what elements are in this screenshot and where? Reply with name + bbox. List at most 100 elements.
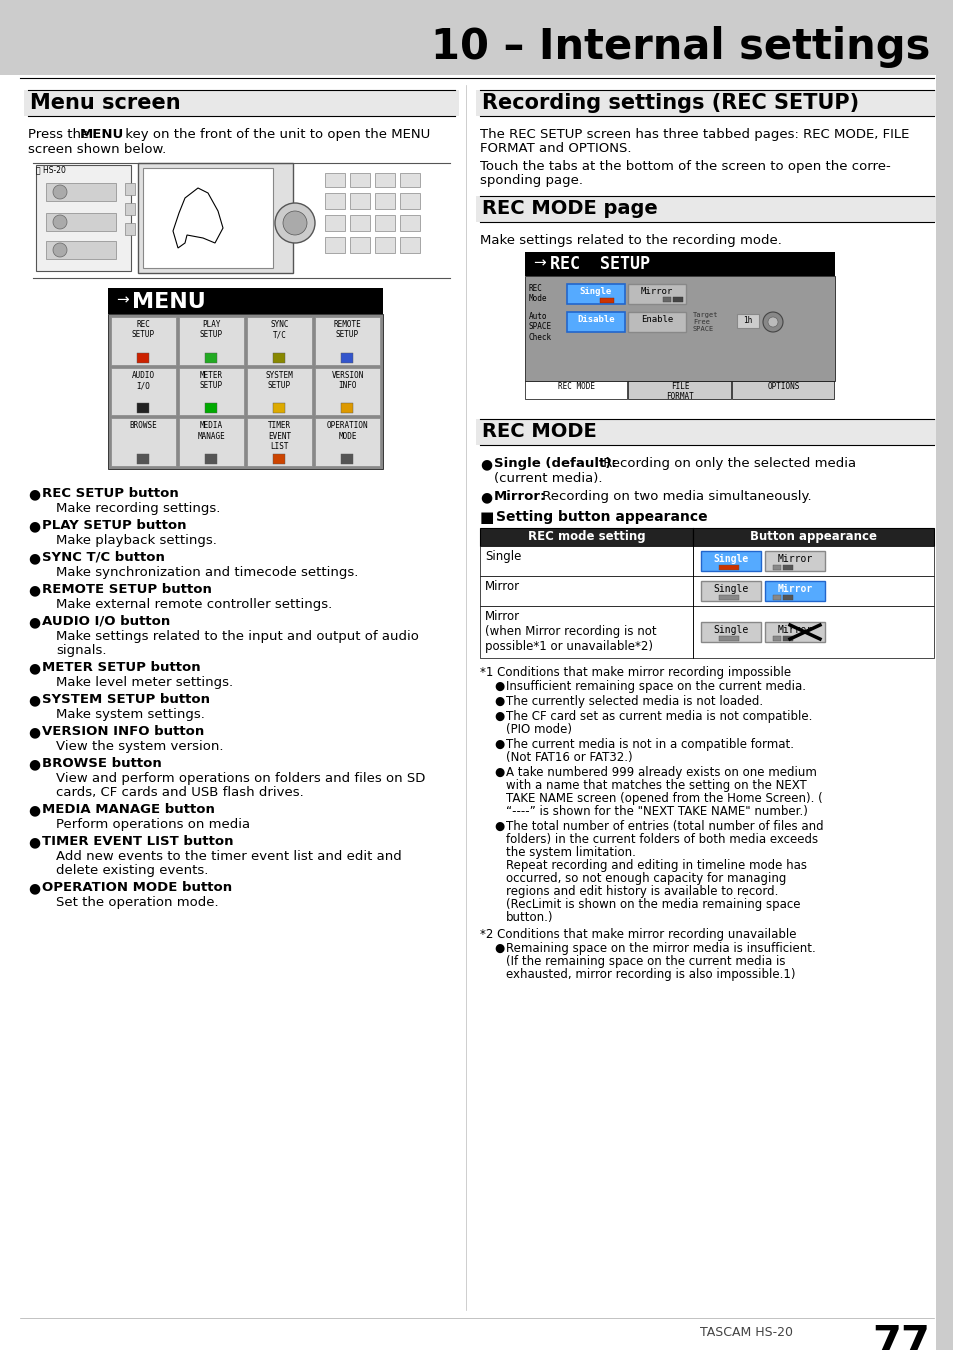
Text: OPTIONS: OPTIONS	[766, 382, 799, 391]
Bar	[325, 215, 345, 231]
Text: key on the front of the unit to open the MENU: key on the front of the unit to open the…	[121, 128, 430, 140]
Bar	[764, 580, 824, 601]
Bar	[524, 275, 834, 381]
Circle shape	[762, 312, 782, 332]
Text: Setting button appearance: Setting button appearance	[496, 510, 707, 524]
Bar	[628, 381, 730, 400]
Text: OPERATION MODE button: OPERATION MODE button	[42, 882, 232, 894]
Text: REC MODE: REC MODE	[558, 382, 595, 391]
Text: Set the operation mode.: Set the operation mode.	[56, 896, 218, 909]
Text: Make level meter settings.: Make level meter settings.	[56, 676, 233, 688]
Text: ●: ●	[494, 710, 504, 724]
Bar	[247, 367, 312, 416]
Circle shape	[53, 185, 67, 198]
Text: REC MODE page: REC MODE page	[481, 198, 657, 217]
Polygon shape	[172, 188, 223, 248]
Text: (current media).: (current media).	[494, 472, 602, 485]
Bar	[350, 238, 370, 252]
Bar	[247, 317, 312, 365]
Text: Mirror: Mirror	[640, 288, 673, 296]
Text: ●: ●	[494, 765, 504, 779]
Text: TASCAM HS-20: TASCAM HS-20	[700, 1326, 792, 1339]
Text: Single: Single	[484, 549, 521, 563]
Text: Add new events to the timer event list and edit and: Add new events to the timer event list a…	[56, 850, 401, 863]
Text: REC  SETUP: REC SETUP	[550, 255, 649, 273]
Bar	[205, 352, 217, 363]
Bar	[737, 315, 759, 328]
Text: cards, CF cards and USB flash drives.: cards, CF cards and USB flash drives.	[56, 786, 303, 799]
Bar	[205, 454, 217, 464]
Text: ●: ●	[494, 695, 504, 707]
Text: →: →	[533, 255, 545, 270]
Bar	[692, 576, 933, 606]
Text: (PIO mode): (PIO mode)	[505, 724, 572, 736]
Text: ●: ●	[28, 551, 40, 566]
Text: ●: ●	[28, 583, 40, 597]
Bar	[350, 173, 370, 188]
Bar	[125, 223, 135, 235]
Bar	[935, 0, 953, 1350]
Bar	[341, 404, 354, 413]
Text: regions and edit history is available to record.: regions and edit history is available to…	[505, 886, 778, 898]
Text: SYNC
T/C: SYNC T/C	[270, 320, 289, 339]
Bar	[0, 0, 953, 76]
Text: signals.: signals.	[56, 644, 107, 657]
Bar	[375, 238, 395, 252]
Text: Recording on two media simultaneously.: Recording on two media simultaneously.	[537, 490, 811, 504]
Bar	[672, 297, 682, 302]
Text: SYSTEM SETUP button: SYSTEM SETUP button	[42, 693, 210, 706]
Bar	[108, 288, 382, 315]
Text: Single: Single	[579, 288, 612, 296]
Text: ●: ●	[28, 803, 40, 817]
Text: Repeat recording and editing in timeline mode has: Repeat recording and editing in timeline…	[505, 859, 806, 872]
Text: ●: ●	[494, 942, 504, 954]
Bar	[719, 636, 739, 641]
Text: Perform operations on media: Perform operations on media	[56, 818, 250, 832]
Text: ●: ●	[28, 882, 40, 895]
Bar	[479, 528, 692, 545]
Bar	[247, 418, 312, 466]
Bar	[137, 404, 150, 413]
Text: METER SETUP button: METER SETUP button	[42, 662, 200, 674]
Text: MENU: MENU	[80, 128, 124, 140]
Bar	[692, 606, 933, 657]
Bar	[111, 418, 175, 466]
Text: (RecLimit is shown on the media remaining space: (RecLimit is shown on the media remainin…	[505, 898, 800, 911]
Bar	[125, 184, 135, 194]
Text: Make synchronization and timecode settings.: Make synchronization and timecode settin…	[56, 566, 358, 579]
Text: ●: ●	[28, 662, 40, 675]
Text: The CF card set as current media is not compatible.: The CF card set as current media is not …	[505, 710, 812, 724]
Text: AUDIO
I/O: AUDIO I/O	[132, 371, 155, 390]
Bar	[314, 418, 379, 466]
Text: OPERATION
MODE: OPERATION MODE	[326, 421, 368, 440]
Text: FILE
FORMAT: FILE FORMAT	[665, 382, 693, 401]
Text: Button appearance: Button appearance	[749, 531, 876, 543]
Text: REC
Mode: REC Mode	[529, 284, 547, 304]
Text: The REC SETUP screen has three tabbed pages: REC MODE, FILE: The REC SETUP screen has three tabbed pa…	[479, 128, 908, 140]
Text: REMOTE SETUP button: REMOTE SETUP button	[42, 583, 212, 595]
Text: (If the remaining space on the current media is: (If the remaining space on the current m…	[505, 954, 784, 968]
Text: Mirror: Mirror	[777, 554, 812, 564]
Bar	[764, 551, 824, 571]
Circle shape	[283, 211, 307, 235]
Bar	[566, 312, 624, 332]
Text: REC SETUP button: REC SETUP button	[42, 487, 178, 500]
Text: AUDIO I/O button: AUDIO I/O button	[42, 616, 170, 628]
Text: PLAY
SETUP: PLAY SETUP	[200, 320, 223, 339]
Text: Remaining space on the mirror media is insufficient.: Remaining space on the mirror media is i…	[505, 942, 815, 954]
Bar	[524, 381, 627, 400]
Bar	[627, 284, 685, 304]
Bar	[325, 173, 345, 188]
Text: ■: ■	[479, 510, 494, 525]
Text: 1h: 1h	[742, 316, 752, 325]
Bar	[274, 454, 285, 464]
Text: ●: ●	[479, 458, 492, 471]
Text: (Not FAT16 or FAT32.): (Not FAT16 or FAT32.)	[505, 751, 632, 764]
Text: Single: Single	[713, 625, 748, 634]
Bar	[719, 566, 739, 570]
Bar	[341, 454, 354, 464]
Bar	[479, 576, 692, 606]
Bar	[274, 352, 285, 363]
Text: PLAY SETUP button: PLAY SETUP button	[42, 518, 186, 532]
Text: Make recording settings.: Make recording settings.	[56, 502, 220, 514]
